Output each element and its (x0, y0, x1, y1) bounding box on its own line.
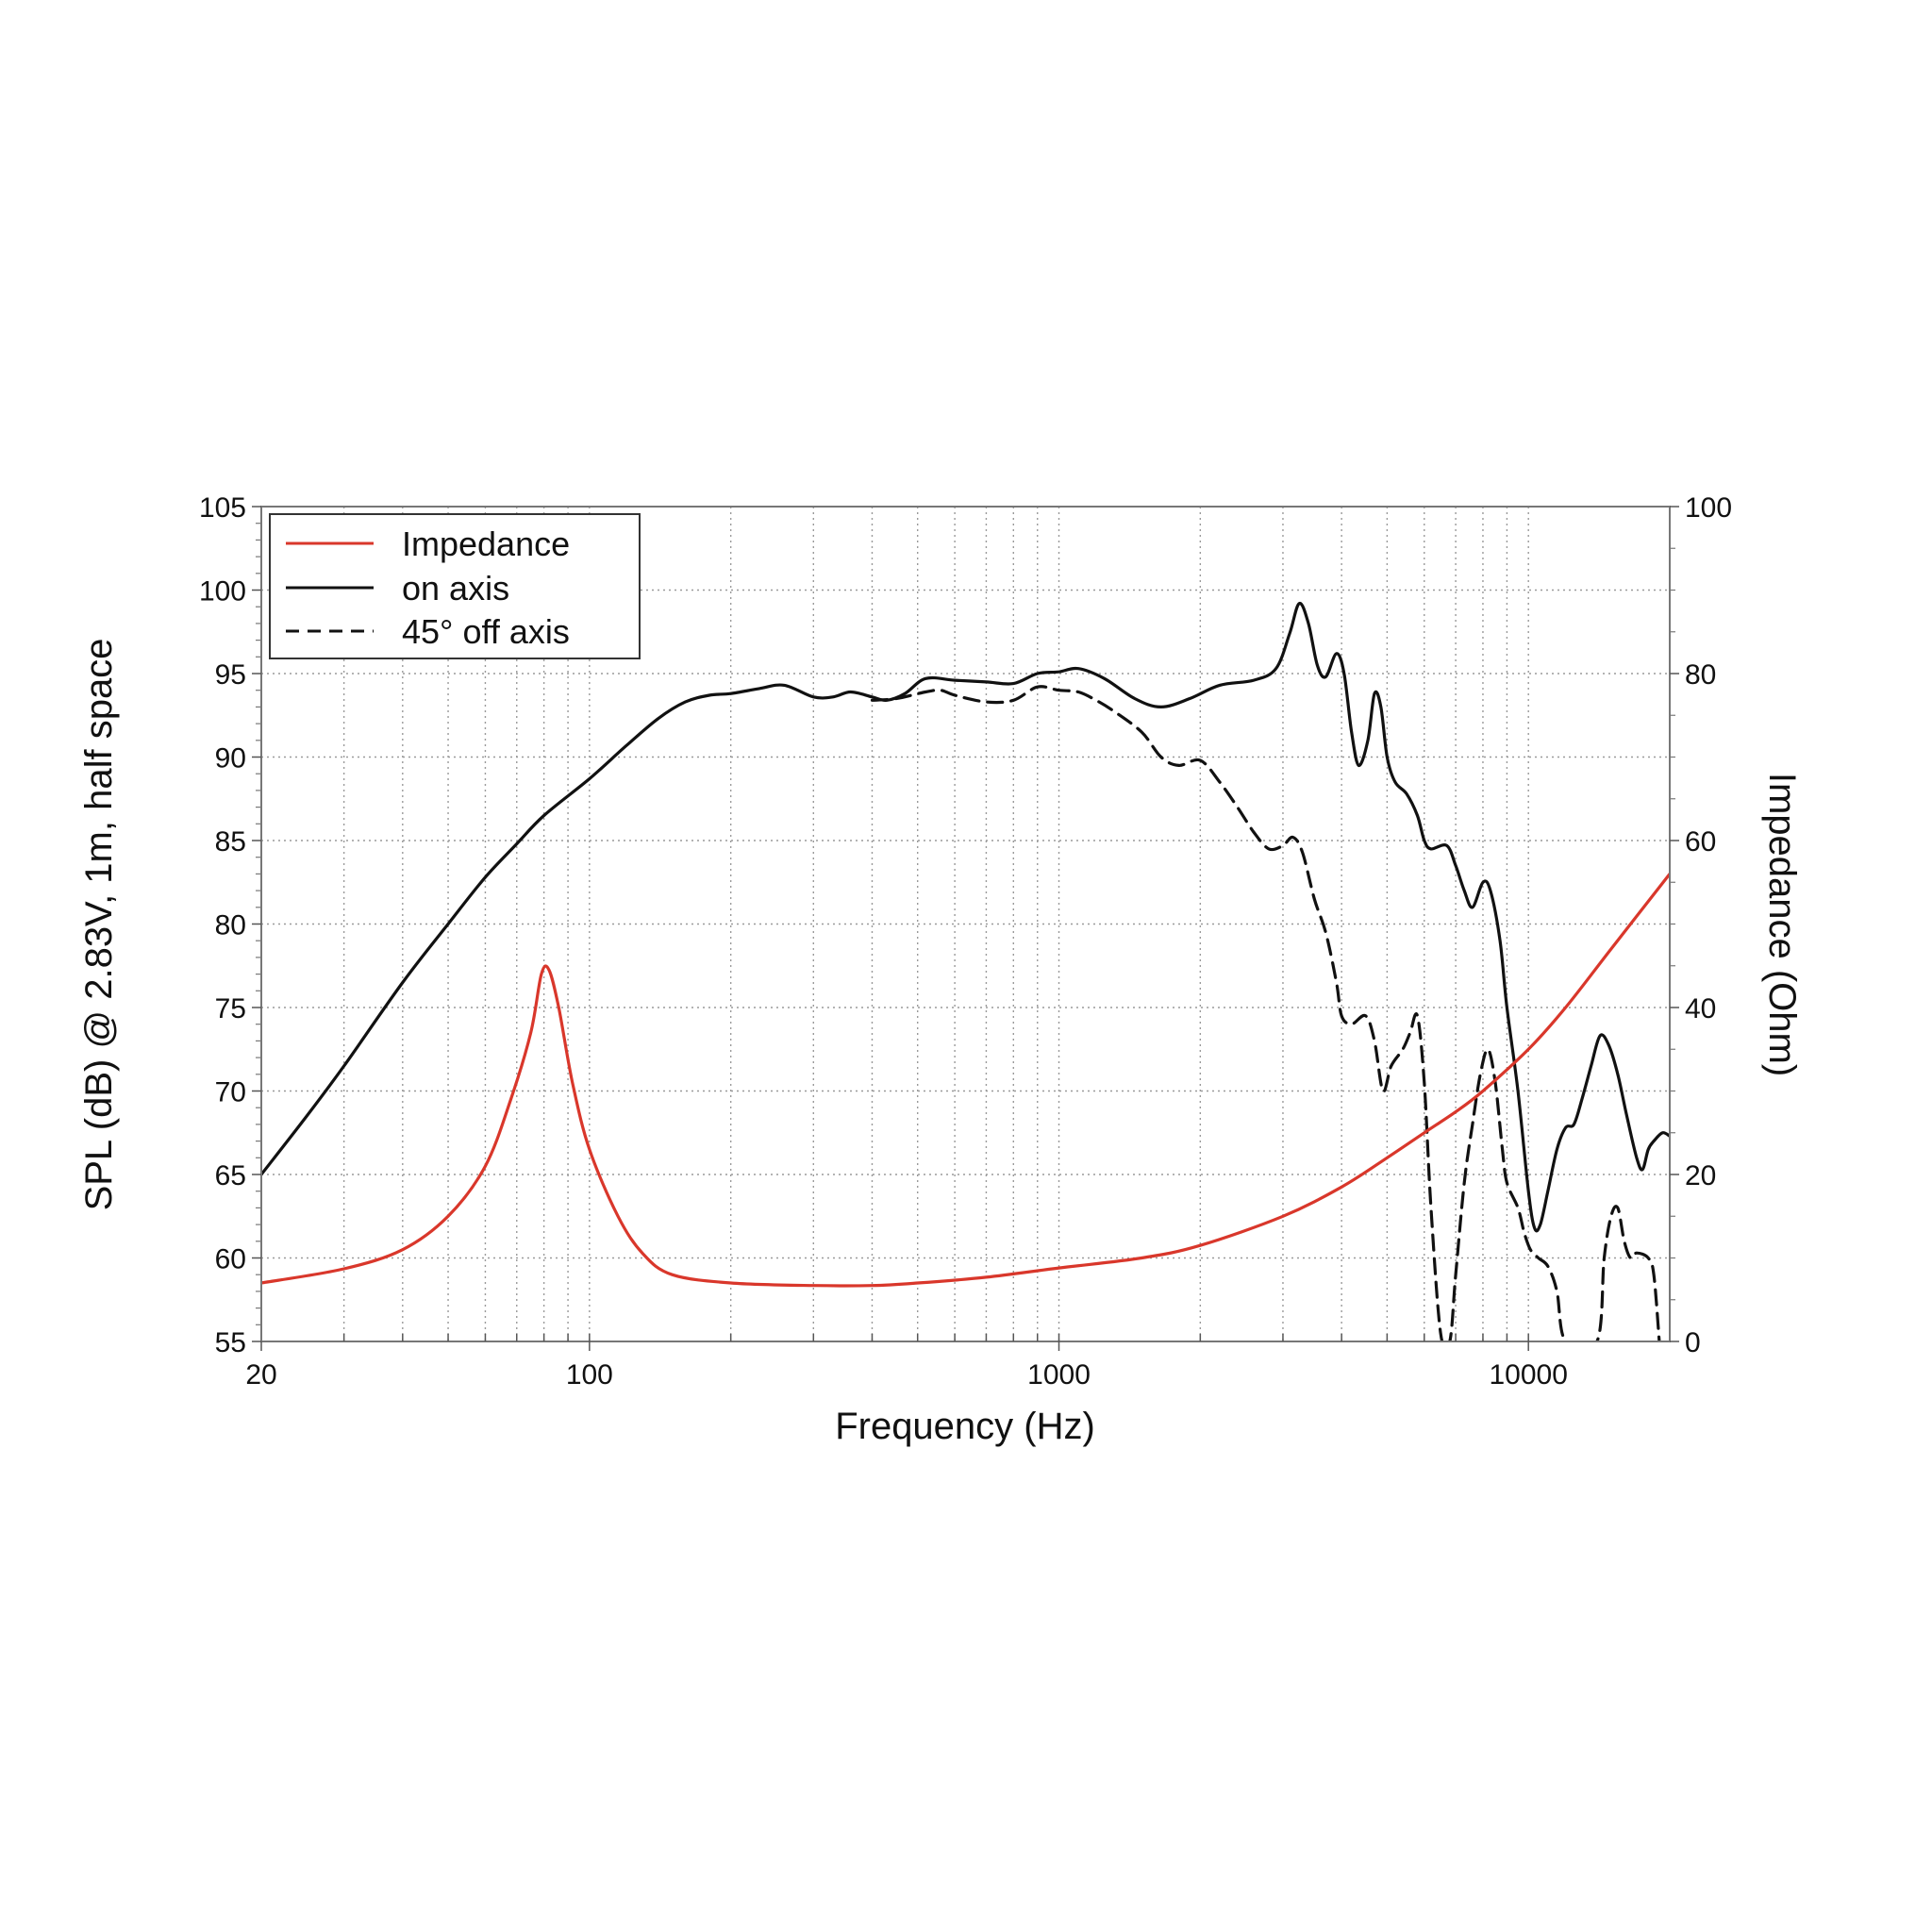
y-tick-label: 55 (215, 1327, 246, 1358)
y2-tick-label: 40 (1685, 993, 1716, 1024)
y2-tick-label: 60 (1685, 826, 1716, 858)
y-axis-title: SPL (dB) @ 2.83V, 1m, half space (78, 639, 120, 1211)
legend-label-impedance: Impedance (402, 525, 570, 563)
x-tick-label: 100 (566, 1359, 613, 1391)
y-tick-label: 85 (215, 826, 246, 858)
legend-label-off-axis: 45° off axis (402, 612, 570, 651)
y-tick-label: 90 (215, 743, 246, 774)
y2-tick-label: 100 (1685, 492, 1732, 524)
y-tick-label: 80 (215, 910, 246, 941)
on-axis-line (261, 602, 1670, 1233)
y-tick-label: 105 (199, 492, 246, 524)
y-tick-label: 95 (215, 659, 246, 691)
y-tick-label: 100 (199, 576, 246, 608)
off-axis-45-line (870, 685, 1661, 1341)
y-tick-label: 75 (215, 993, 246, 1024)
impedance-line (261, 872, 1670, 1288)
legend-label-on-axis: on axis (402, 569, 509, 608)
x-axis-title: Frequency (Hz) (835, 1406, 1095, 1447)
series-lines (261, 602, 1670, 1341)
y-tick-label: 60 (215, 1244, 246, 1275)
axis-ticks: 55 60 65 70 75 80 85 90 95 100 105 0 20 40 60 80 100 20 10… (199, 492, 1732, 1391)
y-tick-label: 70 (215, 1077, 246, 1108)
x-tick-label: 1000 (1027, 1359, 1091, 1391)
y2-tick-label: 20 (1685, 1160, 1716, 1191)
y2-tick-label: 0 (1685, 1327, 1701, 1358)
y-tick-label: 65 (215, 1160, 246, 1191)
y2-tick-label: 80 (1685, 659, 1716, 691)
x-tick-label: 10000 (1489, 1359, 1567, 1391)
y2-axis-title: Impedance (Ohm) (1761, 773, 1803, 1076)
x-tick-label: 20 (245, 1359, 276, 1391)
legend: Impedance on axis 45° off axis (269, 513, 641, 659)
